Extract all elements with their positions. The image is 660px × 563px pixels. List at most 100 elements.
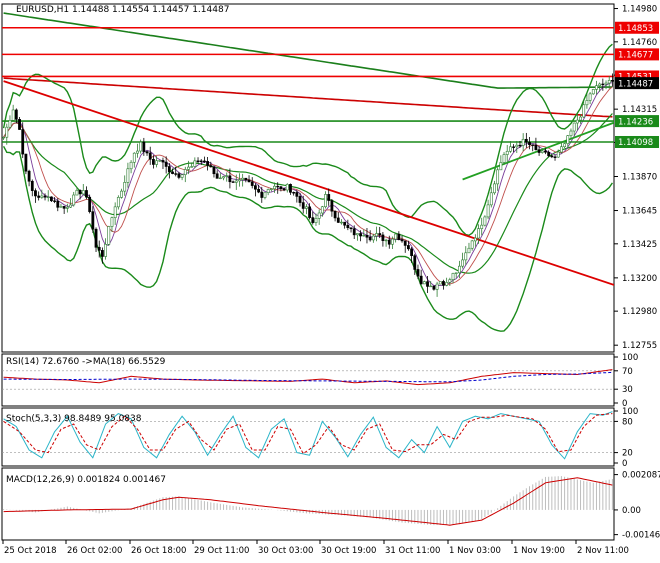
candle-body	[317, 212, 321, 219]
time-tick-label: 30 Oct 03:00	[258, 546, 313, 556]
candle-body	[177, 173, 181, 178]
candle-body	[107, 226, 111, 245]
candle-body	[46, 196, 50, 199]
candle-body	[250, 181, 254, 186]
ma-fast2-line	[3, 86, 613, 285]
candle-body	[257, 188, 260, 193]
candle-body	[238, 179, 241, 182]
candle-body	[234, 180, 238, 183]
time-tick-label: 26 Oct 02:00	[67, 546, 122, 556]
candle-body	[129, 161, 133, 170]
candle-body	[78, 189, 82, 195]
time-tick-label: 31 Oct 11:00	[385, 546, 440, 556]
candle-body	[505, 150, 509, 155]
rsi-panel: 100 70 30 0	[1, 353, 638, 409]
candle-body	[528, 141, 531, 146]
price-label-text: 1.14098	[618, 138, 653, 148]
candle-body	[352, 228, 356, 236]
candle-body	[72, 194, 76, 206]
candle-body	[101, 250, 104, 257]
candle-body	[218, 177, 222, 180]
time-tick-label: 1 Nov 03:00	[449, 546, 501, 556]
price-label-box	[615, 135, 659, 148]
candle-body	[595, 85, 598, 90]
price-axis-tick-label: 1.13200	[622, 274, 657, 284]
candle-body	[429, 285, 433, 288]
candle-body	[371, 235, 375, 241]
candle-body	[598, 83, 602, 87]
candle-body	[458, 265, 461, 274]
candle-body	[575, 119, 579, 124]
candle-body	[346, 224, 350, 229]
candle-body	[442, 281, 445, 286]
macd-header: MACD(12,26,9) 0.001824 0.001467	[6, 475, 166, 485]
candle-body	[285, 184, 289, 191]
candle-body	[473, 237, 477, 242]
candle-body	[585, 100, 589, 106]
candle-body	[324, 194, 327, 208]
candle-body	[550, 155, 554, 158]
time-tick-label: 26 Oct 18:00	[131, 546, 186, 556]
candle-body	[381, 234, 385, 241]
candle-body	[327, 194, 331, 201]
candle-body	[126, 168, 130, 183]
candle-body	[40, 195, 44, 198]
candle-body	[244, 177, 248, 181]
stoch-series-line	[3, 411, 613, 460]
candle-body	[426, 281, 429, 287]
candle-body	[521, 138, 525, 146]
candle-body	[591, 89, 595, 95]
candle-body	[161, 160, 165, 163]
candle-body	[91, 211, 95, 230]
candle-body	[566, 135, 570, 144]
candle-body	[174, 173, 178, 175]
price-axis-tick-label: 1.14760	[622, 38, 657, 48]
candle-body	[320, 206, 324, 214]
candle-body	[553, 156, 557, 158]
candle-body	[524, 138, 528, 143]
candle-body	[397, 233, 401, 240]
candle-body	[356, 233, 359, 236]
candle-body	[470, 240, 474, 249]
candle-body	[534, 144, 538, 150]
candle-body	[113, 206, 117, 218]
price-panel-frame	[1, 3, 615, 353]
candle-body	[544, 150, 547, 153]
rsi-tick-label: 70	[622, 367, 633, 377]
candle-body	[400, 239, 404, 242]
candle-body	[343, 221, 347, 226]
candle-body	[116, 197, 120, 208]
time-tick-label: 29 Oct 11:00	[194, 546, 249, 556]
price-panel: 1.149801.147601.145401.143151.140951.138…	[1, 3, 659, 353]
candle-body	[563, 143, 566, 148]
candle-body	[438, 281, 442, 285]
candle-body	[104, 243, 107, 257]
candle-body	[30, 180, 34, 191]
rsi-tick-label: 30	[622, 385, 633, 395]
macd-tick-label: 0.00	[622, 506, 641, 516]
rsi-tick-label: 0	[622, 399, 627, 409]
candle-body	[69, 204, 72, 208]
macd-panel: 0.002087 0.00 -0.00146	[1, 467, 660, 541]
candle-body	[167, 166, 171, 173]
candle-body	[231, 181, 235, 183]
candle-body	[509, 146, 512, 152]
candle-body	[85, 190, 88, 198]
candle-body	[384, 239, 388, 242]
candle-body	[467, 247, 471, 254]
price-axis-tick-label: 1.12980	[622, 307, 657, 317]
candle-body	[607, 80, 611, 84]
time-tick-label: 30 Oct 19:00	[321, 546, 376, 556]
candle-body	[454, 272, 458, 274]
bollinger-lower-line	[2, 145, 613, 332]
time-tick-label: 25 Oct 2018	[4, 546, 57, 556]
candle-body	[212, 166, 216, 175]
candle-body	[556, 151, 560, 158]
macd-tick-label: -0.00146	[622, 531, 660, 541]
candle-body	[203, 160, 206, 163]
candle-body	[171, 171, 174, 174]
candle-body	[279, 186, 283, 189]
